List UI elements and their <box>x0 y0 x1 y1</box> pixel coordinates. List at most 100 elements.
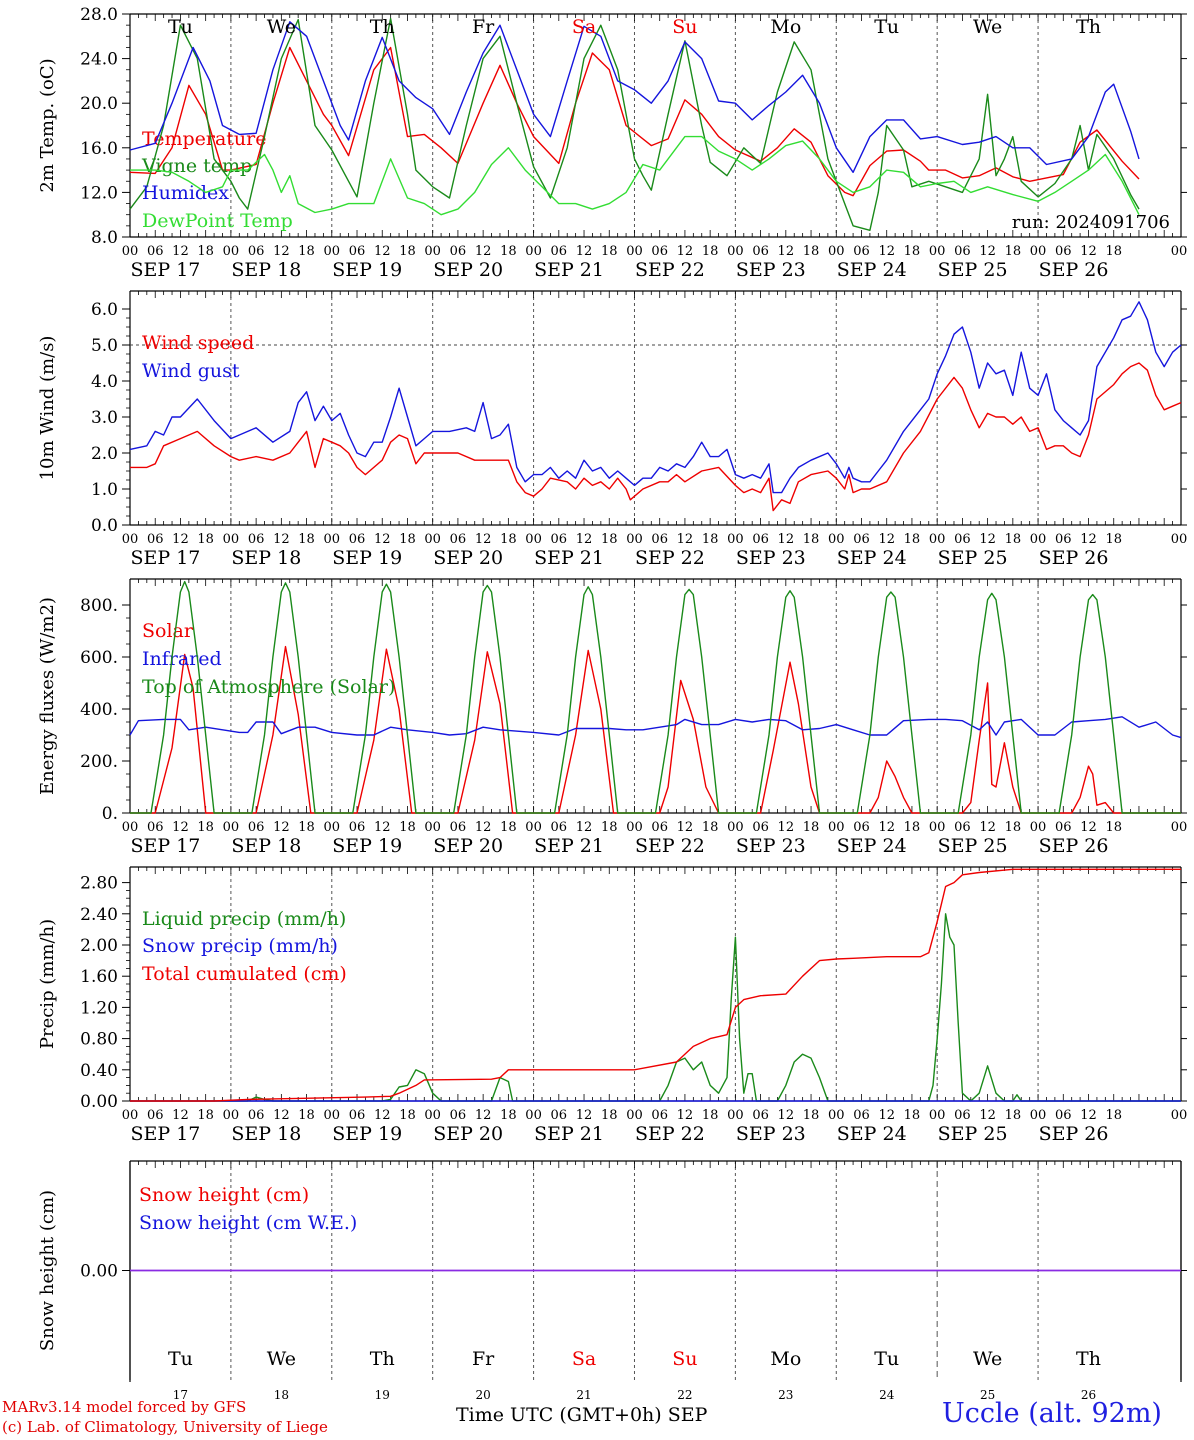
hour-label: 00 <box>424 820 441 835</box>
hour-label: 00 <box>727 820 744 835</box>
y-tick-label: 20.0 <box>80 94 118 114</box>
y-tick-label: 0.0 <box>91 516 118 536</box>
hour-label: 06 <box>954 820 971 835</box>
hour-label: 18 <box>702 820 719 835</box>
weekday-label: We <box>267 1348 296 1370</box>
hour-label: 06 <box>1055 820 1072 835</box>
hour-label: 06 <box>551 244 568 259</box>
run-label: run: 2024091706 <box>1012 212 1170 233</box>
hour-label: 06 <box>450 532 467 547</box>
hour-label: 00 <box>525 244 542 259</box>
hour-label: 00 <box>525 820 542 835</box>
series-line-vigne-temp <box>129 17 1140 232</box>
hour-label: 06 <box>147 1108 164 1123</box>
hour-label: 06 <box>752 532 769 547</box>
hour-label: 06 <box>551 532 568 547</box>
day-label: SEP 21 <box>534 547 604 569</box>
y-tick-label: 3.0 <box>91 408 118 428</box>
hour-label: 00 <box>1171 532 1188 547</box>
legend-entry: Snow precip (mm/h) <box>142 935 338 957</box>
hour-label: 00 <box>727 244 744 259</box>
hour-label: 06 <box>651 1108 668 1123</box>
series-line-liquid-precip-mm-h- <box>130 913 1181 1102</box>
series-line-top-of-atmosphere-solar- <box>130 580 1181 814</box>
legend-entry: Solar <box>142 620 194 642</box>
hour-label: 12 <box>576 244 593 259</box>
hour-label: 18 <box>601 244 618 259</box>
day-label: SEP 22 <box>635 259 705 281</box>
hour-label: 18 <box>1105 820 1122 835</box>
weekday-label: Su <box>672 16 697 38</box>
day-label: SEP 18 <box>231 1123 301 1145</box>
hour-label: 00 <box>929 532 946 547</box>
panel-3: 0. 200. 400. 600. 800. Energy fluxes (W/m2) So… <box>37 578 1187 857</box>
weekday-label: Tu <box>168 1348 193 1370</box>
series-line-wind-gust <box>129 301 1182 494</box>
day-label: SEP 26 <box>1039 835 1109 857</box>
hour-label: 12 <box>374 1108 391 1123</box>
y-tick-label: 0.00 <box>80 1262 118 1282</box>
y-tick-label: 16.0 <box>80 139 118 159</box>
hour-label: 18 <box>1005 244 1022 259</box>
hour-label: 06 <box>450 1108 467 1123</box>
hour-label: 12 <box>1080 1108 1097 1123</box>
hour-label: 12 <box>172 1108 189 1123</box>
hour-label: 00 <box>929 1108 946 1123</box>
hour-label: 18 <box>500 244 517 259</box>
hour-label: 00 <box>122 820 139 835</box>
hour-label: 00 <box>626 820 643 835</box>
day-number-label: 26 <box>1081 1388 1096 1402</box>
hour-label: 18 <box>197 244 214 259</box>
hour-label: 00 <box>828 532 845 547</box>
hour-label: 06 <box>752 820 769 835</box>
hour-label: 00 <box>122 244 139 259</box>
y-tick-label: 1.60 <box>80 967 118 987</box>
weekday-label: We <box>973 16 1002 38</box>
hour-label: 00 <box>223 1108 240 1123</box>
y-tick-label: 0.00 <box>80 1092 118 1112</box>
hour-label: 00 <box>223 244 240 259</box>
y-tick-label: 4.0 <box>91 372 118 392</box>
day-label: SEP 21 <box>534 259 604 281</box>
hour-label: 06 <box>147 244 164 259</box>
hour-label: 18 <box>702 1108 719 1123</box>
day-label: SEP 23 <box>736 259 806 281</box>
day-label: SEP 25 <box>938 1123 1008 1145</box>
day-label: SEP 24 <box>837 835 907 857</box>
day-number-label: 19 <box>375 1388 390 1402</box>
y-tick-label: 2.00 <box>80 936 118 956</box>
day-label: SEP 18 <box>231 547 301 569</box>
hour-label: 06 <box>450 820 467 835</box>
hour-label: 12 <box>172 820 189 835</box>
hour-label: 00 <box>626 1108 643 1123</box>
day-label: SEP 26 <box>1039 1123 1109 1145</box>
series-line-temperature <box>129 46 1140 197</box>
hour-label: 12 <box>1080 244 1097 259</box>
hour-label: 06 <box>954 244 971 259</box>
hour-label: 12 <box>273 244 290 259</box>
hour-label: 18 <box>904 244 921 259</box>
hour-label: 06 <box>1055 1108 1072 1123</box>
hour-label: 00 <box>1171 1108 1188 1123</box>
day-label: SEP 18 <box>231 259 301 281</box>
hour-label: 00 <box>424 532 441 547</box>
hour-label: 00 <box>727 532 744 547</box>
hour-label: 18 <box>904 532 921 547</box>
hour-label: 18 <box>601 820 618 835</box>
y-tick-label: 800. <box>80 596 118 616</box>
hour-label: 06 <box>248 1108 265 1123</box>
hour-label: 00 <box>929 820 946 835</box>
hour-label: 18 <box>803 244 820 259</box>
y-axis-title: Precip (mm/h) <box>37 919 58 1049</box>
day-label: SEP 23 <box>736 547 806 569</box>
hour-label: 06 <box>551 1108 568 1123</box>
hour-label: 00 <box>223 820 240 835</box>
hour-label: 06 <box>853 1108 870 1123</box>
hour-label: 00 <box>122 1108 139 1123</box>
hour-label: 00 <box>525 1108 542 1123</box>
hour-label: 12 <box>778 1108 795 1123</box>
hour-label: 18 <box>601 532 618 547</box>
y-axis-title: 10m Wind (m/s) <box>37 336 58 481</box>
legend-entry: Liquid precip (mm/h) <box>142 908 346 930</box>
hour-label: 12 <box>576 1108 593 1123</box>
